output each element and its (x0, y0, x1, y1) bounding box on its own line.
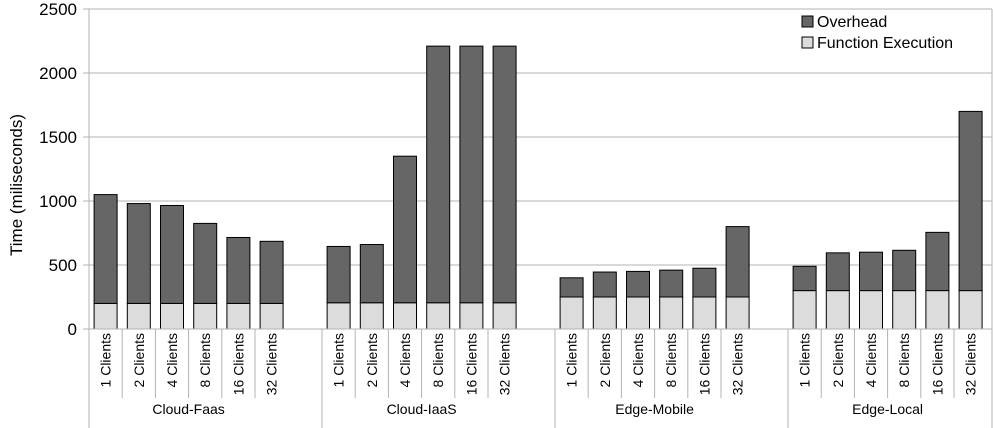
category-label: 8 Clients (896, 333, 912, 387)
category-label: 1 Clients (98, 333, 114, 387)
gridlines (89, 8, 992, 330)
bar-overhead (426, 45, 451, 304)
y-tick-label: 2000 (39, 64, 77, 83)
bar-overhead (160, 204, 184, 304)
y-tick-label: 500 (49, 256, 77, 275)
legend: Overhead Function Execution (801, 14, 953, 52)
category-label: 2 Clients (131, 333, 147, 387)
legend-label: Function Execution (817, 35, 953, 52)
category-label: 8 Clients (430, 333, 446, 387)
y-tick-label: 0 (68, 320, 77, 339)
category-label: 2 Clients (830, 333, 846, 387)
bar-overhead (725, 226, 750, 298)
bar-function-execution (393, 302, 417, 330)
bar-overhead (459, 45, 484, 304)
bar-function-execution (859, 290, 883, 330)
bar-function-execution (492, 302, 517, 330)
bar-overhead (193, 222, 218, 304)
bar-function-execution (226, 302, 251, 330)
bar-function-execution (160, 302, 184, 330)
group-label: Cloud-IaaS (387, 401, 457, 417)
category-label: 16 Clients (696, 333, 712, 395)
bar-overhead (592, 271, 617, 298)
category-label: 16 Clients (463, 333, 479, 395)
bar-function-execution (626, 296, 650, 330)
y-tick-label: 1000 (39, 192, 77, 211)
category-label: 16 Clients (929, 333, 945, 395)
y-axis-title: Time (miliseconds) (7, 114, 26, 256)
category-label: 1 Clients (564, 333, 580, 387)
bar-overhead (559, 277, 584, 298)
group-label: Edge-Mobile (615, 401, 694, 417)
bar-function-execution (426, 302, 451, 330)
category-labels: 1 Clients 2 Clients 4 Clients 8 Clients 16 C… (98, 333, 979, 417)
bar-overhead (259, 240, 284, 304)
bar-overhead (659, 269, 684, 298)
bar-function-execution (792, 290, 817, 330)
bar-function-execution (93, 302, 118, 330)
category-label: 32 Clients (730, 333, 746, 395)
legend-swatch (801, 36, 814, 49)
bar-overhead (925, 231, 950, 292)
bar-overhead (626, 270, 650, 298)
bar-overhead (492, 45, 517, 304)
bar-overhead (359, 244, 384, 304)
legend-swatch (801, 15, 814, 28)
bar-overhead (825, 252, 850, 292)
bar-function-execution (725, 296, 750, 330)
category-label: 4 Clients (164, 333, 180, 387)
bar-function-execution (958, 290, 983, 330)
bar-function-execution (659, 296, 684, 330)
bar-overhead (958, 110, 983, 292)
bar-overhead (93, 194, 118, 304)
bar-function-execution (126, 302, 151, 330)
bar-overhead (859, 251, 883, 292)
category-label: 32 Clients (963, 333, 979, 395)
bars (93, 45, 983, 330)
bar-function-execution (193, 302, 218, 330)
category-label: 2 Clients (597, 333, 613, 387)
group-label: Cloud-Faas (152, 401, 224, 417)
bar-function-execution (925, 290, 950, 330)
bar-function-execution (259, 302, 284, 330)
bar-function-execution (359, 302, 384, 330)
bar-overhead (892, 249, 917, 292)
category-label: 1 Clients (797, 333, 813, 387)
category-label: 32 Clients (264, 333, 280, 395)
bar-function-execution (326, 302, 351, 330)
bar-function-execution (592, 296, 617, 330)
category-label: 1 Clients (331, 333, 347, 387)
category-label: 8 Clients (197, 333, 213, 387)
category-label: 4 Clients (863, 333, 879, 387)
y-tick-label: 2500 (39, 0, 77, 19)
category-label: 2 Clients (364, 333, 380, 387)
axes: 0 500 1000 1500 2000 2500 (39, 0, 993, 428)
bar-overhead (692, 267, 717, 298)
category-label: 4 Clients (630, 333, 646, 387)
legend-label: Overhead (817, 14, 887, 31)
y-tick-label: 1500 (39, 128, 77, 147)
bar-function-execution (692, 296, 717, 330)
bar-function-execution (559, 296, 584, 330)
bar-overhead (393, 155, 417, 304)
bar-function-execution (825, 290, 850, 330)
group-label: Edge-Local (852, 401, 923, 417)
category-label: 4 Clients (397, 333, 413, 387)
bar-function-execution (892, 290, 917, 330)
bar-overhead (326, 245, 351, 304)
bar-overhead (792, 265, 817, 292)
category-label: 32 Clients (497, 333, 513, 395)
category-label: 8 Clients (663, 333, 679, 387)
category-label: 16 Clients (230, 333, 246, 395)
bar-overhead (126, 203, 151, 304)
bar-overhead (226, 236, 251, 304)
bar-function-execution (459, 302, 484, 330)
